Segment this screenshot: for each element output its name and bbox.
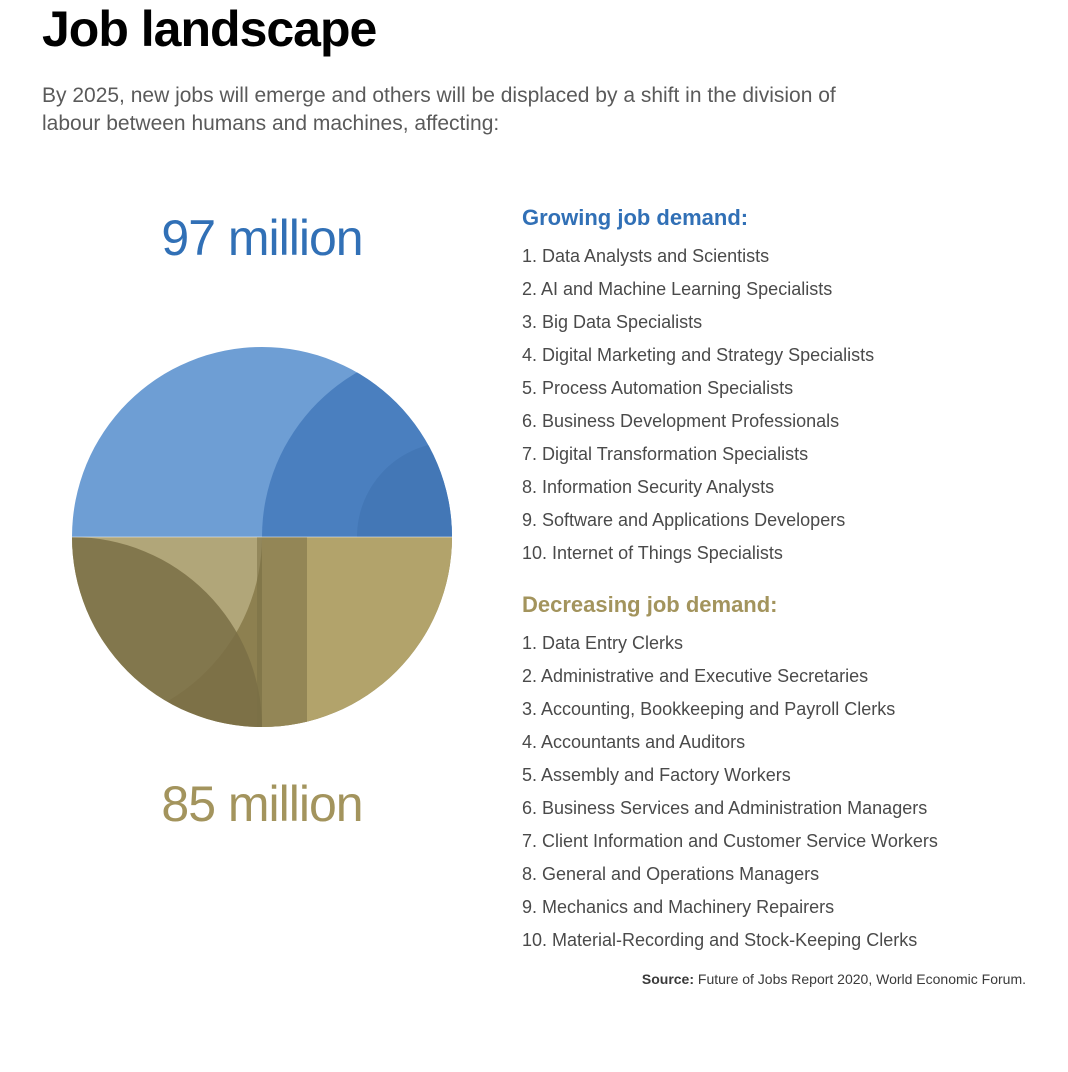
list-item-label: Process Automation Specialists — [542, 378, 793, 398]
list-item-number: 1. — [522, 246, 542, 266]
list-item-label: AI and Machine Learning Specialists — [541, 279, 832, 299]
list-item: 8. Information Security Analysts — [522, 478, 1026, 496]
source-label: Source: — [642, 971, 694, 987]
list-item-number: 2. — [522, 279, 541, 299]
content-row: 97 million — [42, 199, 1026, 987]
page-subtitle: By 2025, new jobs will emerge and others… — [42, 82, 862, 139]
list-item: 10. Material-Recording and Stock-Keeping… — [522, 931, 1026, 949]
list-item: 5. Assembly and Factory Workers — [522, 766, 1026, 784]
split-circle-graphic — [72, 347, 452, 727]
list-item-number: 2. — [522, 666, 541, 686]
stat-decreasing: 85 million — [161, 775, 362, 833]
list-item: 10. Internet of Things Specialists — [522, 544, 1026, 562]
list-item-number: 1. — [522, 633, 542, 653]
list-item-label: Business Services and Administration Man… — [542, 798, 927, 818]
source-line: Source: Future of Jobs Report 2020, Worl… — [522, 971, 1026, 987]
list-item-label: Material-Recording and Stock-Keeping Cle… — [552, 930, 917, 950]
list-item: 8. General and Operations Managers — [522, 865, 1026, 883]
list-item-number: 5. — [522, 378, 542, 398]
list-item-label: Data Entry Clerks — [542, 633, 683, 653]
list-item-label: Software and Applications Developers — [542, 510, 845, 530]
source-text: Future of Jobs Report 2020, World Econom… — [698, 971, 1026, 987]
list-item-label: Digital Marketing and Strategy Specialis… — [542, 345, 874, 365]
list-item-label: Administrative and Executive Secretaries — [541, 666, 868, 686]
list-item-number: 8. — [522, 864, 542, 884]
list-item: 4. Accountants and Auditors — [522, 733, 1026, 751]
list-item: 5. Process Automation Specialists — [522, 379, 1026, 397]
list-item-number: 4. — [522, 345, 542, 365]
list-item-number: 8. — [522, 477, 542, 497]
right-column: Growing job demand: 1. Data Analysts and… — [522, 199, 1026, 987]
list-item-label: Accounting, Bookkeeping and Payroll Cler… — [541, 699, 895, 719]
list-item: 6. Business Services and Administration … — [522, 799, 1026, 817]
list-item-label: Client Information and Customer Service … — [542, 831, 938, 851]
list-item-label: Data Analysts and Scientists — [542, 246, 769, 266]
list-item-number: 4. — [522, 732, 541, 752]
left-column: 97 million — [42, 199, 482, 833]
list-item: 9. Mechanics and Machinery Repairers — [522, 898, 1026, 916]
list-item-number: 3. — [522, 312, 542, 332]
list-item-number: 9. — [522, 897, 542, 917]
page-title: Job landscape — [42, 0, 1026, 58]
list-item: 6. Business Development Professionals — [522, 412, 1026, 430]
list-item: 2. Administrative and Executive Secretar… — [522, 667, 1026, 685]
list-item: 3. Accounting, Bookkeeping and Payroll C… — [522, 700, 1026, 718]
decreasing-heading: Decreasing job demand: — [522, 592, 1026, 618]
decreasing-list: 1. Data Entry Clerks2. Administrative an… — [522, 634, 1026, 949]
list-item: 1. Data Entry Clerks — [522, 634, 1026, 652]
list-item: 3. Big Data Specialists — [522, 313, 1026, 331]
list-item-number: 6. — [522, 411, 542, 431]
list-item: 4. Digital Marketing and Strategy Specia… — [522, 346, 1026, 364]
list-item-label: Accountants and Auditors — [541, 732, 745, 752]
list-item-number: 9. — [522, 510, 542, 530]
list-item-number: 3. — [522, 699, 541, 719]
list-item-number: 7. — [522, 831, 542, 851]
list-item-number: 6. — [522, 798, 542, 818]
list-item-label: Business Development Professionals — [542, 411, 839, 431]
list-item-number: 5. — [522, 765, 541, 785]
list-item: 9. Software and Applications Developers — [522, 511, 1026, 529]
list-item-label: Assembly and Factory Workers — [541, 765, 791, 785]
list-item-label: General and Operations Managers — [542, 864, 819, 884]
list-item: 7. Client Information and Customer Servi… — [522, 832, 1026, 850]
list-item-label: Internet of Things Specialists — [552, 543, 783, 563]
list-item: 1. Data Analysts and Scientists — [522, 247, 1026, 265]
list-item-number: 10. — [522, 543, 552, 563]
list-item-label: Information Security Analysts — [542, 477, 774, 497]
growing-heading: Growing job demand: — [522, 205, 1026, 231]
list-item-label: Mechanics and Machinery Repairers — [542, 897, 834, 917]
list-item: 2. AI and Machine Learning Specialists — [522, 280, 1026, 298]
list-item-number: 7. — [522, 444, 542, 464]
growing-list: 1. Data Analysts and Scientists2. AI and… — [522, 247, 1026, 562]
list-item-label: Digital Transformation Specialists — [542, 444, 808, 464]
list-item-number: 10. — [522, 930, 552, 950]
list-item: 7. Digital Transformation Specialists — [522, 445, 1026, 463]
stat-growing: 97 million — [161, 209, 362, 267]
list-item-label: Big Data Specialists — [542, 312, 702, 332]
